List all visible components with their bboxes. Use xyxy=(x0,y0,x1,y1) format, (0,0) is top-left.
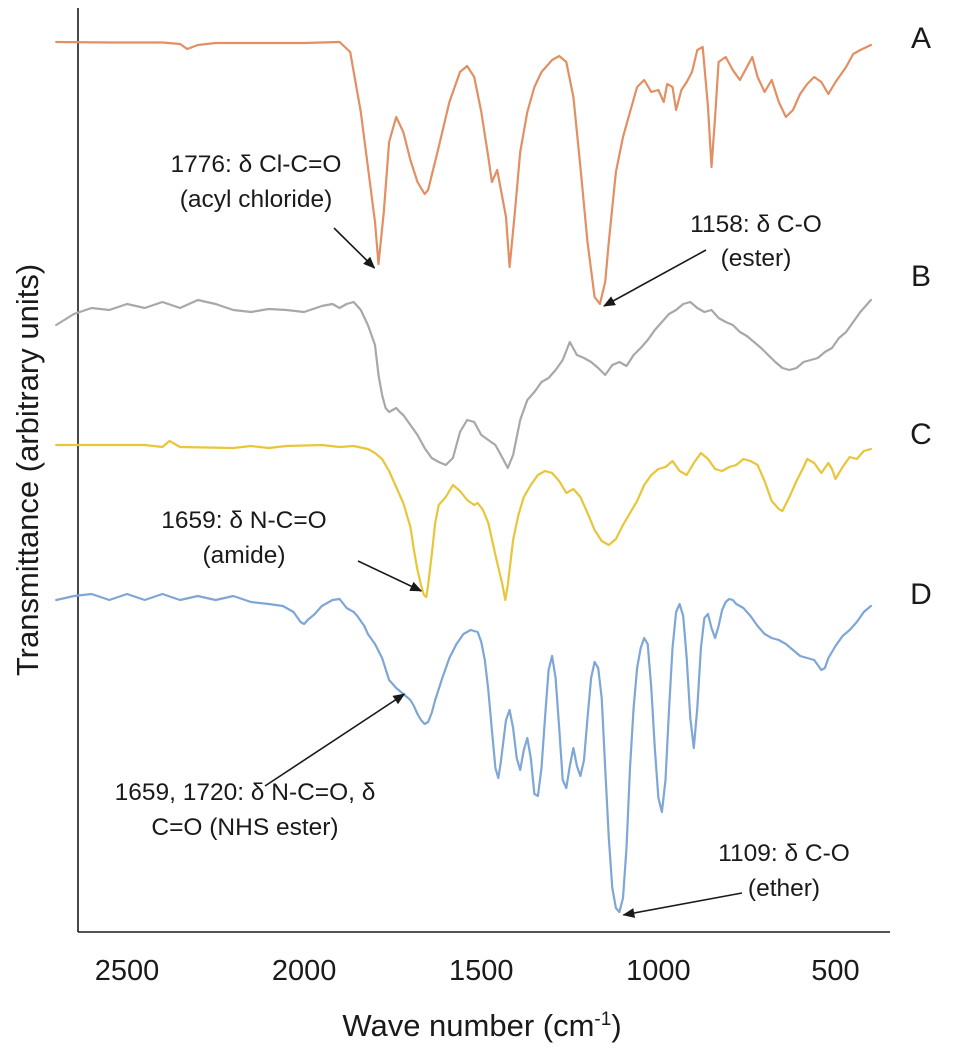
annotation-text: (amide) xyxy=(202,542,285,569)
x-tick-label: 500 xyxy=(811,955,859,987)
annotation-a1776: 1776: δ Cl-C=O (acyl chloride) xyxy=(171,151,376,269)
annotation-text: 1158: δ C-O xyxy=(690,211,822,238)
series-label-d: D xyxy=(910,578,932,611)
series-a-line xyxy=(55,40,872,306)
x-tick-label: 1500 xyxy=(449,955,514,987)
annotations: 1776: δ Cl-C=O (acyl chloride) 1158: δ C-O… xyxy=(115,151,850,918)
annotation-arrow xyxy=(622,892,743,918)
x-axis-label: Wave number (cm-1) xyxy=(342,1008,621,1043)
x-tick-label: 1000 xyxy=(626,955,691,987)
annotation-arrow xyxy=(357,560,423,592)
annotation-text: 1109: δ C-O xyxy=(718,840,850,867)
annotation-a1659: 1659: δ N-C=O (amide) xyxy=(161,507,423,592)
series-c-line xyxy=(55,439,872,602)
annotation-arrow xyxy=(603,249,707,307)
annotation-arrow xyxy=(264,693,406,787)
annotation-a1158: 1158: δ C-O (ester) xyxy=(603,211,822,307)
annotation-text: 1659, 1720: δ N-C=O, δ xyxy=(115,779,376,806)
series-d-line xyxy=(55,592,872,914)
annotation-text: (acyl chloride) xyxy=(180,186,333,213)
series-label-b: B xyxy=(911,260,931,293)
annotation-a1109: 1109: δ C-O (ether) xyxy=(622,840,850,918)
x-tick-label: 2500 xyxy=(95,955,160,987)
x-tick-labels: 2500 2000 1500 1000 500 xyxy=(95,955,860,987)
annotation-text: C=O (NHS ester) xyxy=(151,814,338,841)
series-b-line xyxy=(55,298,872,470)
annotation-text: 1659: δ N-C=O xyxy=(161,507,326,534)
annotation-text: 1776: δ Cl-C=O xyxy=(171,151,342,178)
annotation-text: (ester) xyxy=(721,245,792,272)
series-label-a: A xyxy=(911,22,931,55)
annotation-a1720: 1659, 1720: δ N-C=O, δ C=O (NHS ester) xyxy=(115,693,406,841)
series-layer xyxy=(55,40,872,914)
annotation-arrow xyxy=(333,227,376,269)
x-tick-label: 2000 xyxy=(272,955,337,987)
annotation-text: (ether) xyxy=(748,875,820,902)
series-labels: A B C D xyxy=(910,22,932,611)
y-axis-label: Transmittance (arbitrary units) xyxy=(10,264,45,676)
series-label-c: C xyxy=(910,418,932,451)
